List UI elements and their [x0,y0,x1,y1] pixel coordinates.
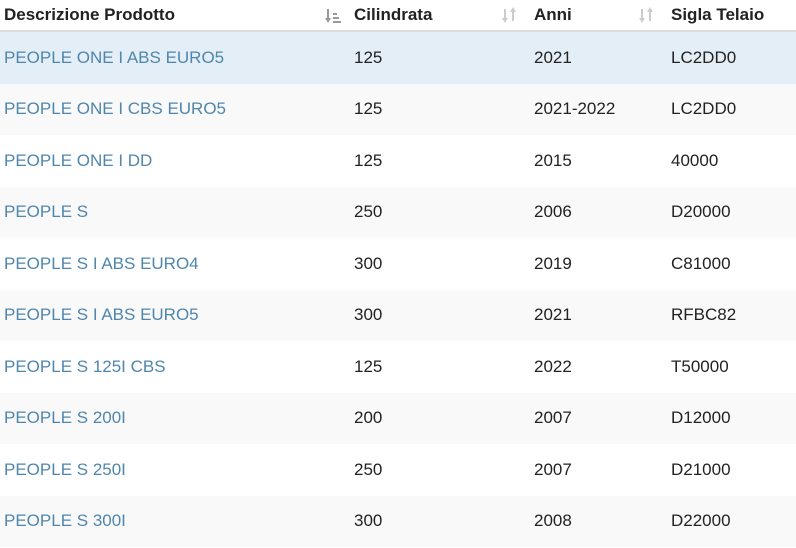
table-row[interactable]: PEOPLE S 200I 200 2007 D12000 [0,392,796,444]
table-row[interactable]: PEOPLE ONE I DD 125 2015 40000 [0,135,796,187]
table-row[interactable]: PEOPLE S 300I 300 2008 D22000 [0,495,796,547]
displacement-cell: 125 [354,99,383,119]
frame-code-cell: LC2DD0 [671,47,737,67]
column-header-frame-code[interactable]: Sigla Telaio [663,0,796,30]
table-body: PEOPLE ONE I ABS EURO5 125 2021 LC2DD0 PEOPL… [0,32,796,547]
frame-code-cell: RFBC82 [671,305,737,325]
table-header: Descrizione Prodotto Cilindrata Anni Sig… [0,0,796,32]
product-description-link[interactable]: PEOPLE S 300I [4,511,126,531]
column-header-years[interactable]: Anni [526,0,663,30]
years-cell: 2021 [534,305,572,325]
product-description-link[interactable]: PEOPLE S 200I [4,408,126,428]
table-row[interactable]: PEOPLE S 125I CBS 125 2022 T50000 [0,341,796,393]
column-header-years-label: Anni [534,5,572,24]
displacement-cell: 300 [354,511,383,531]
product-description-link[interactable]: PEOPLE S I ABS EURO4 [4,253,199,273]
column-header-displacement[interactable]: Cilindrata [346,0,526,30]
frame-code-cell: D22000 [671,511,731,531]
years-cell: 2007 [534,459,572,479]
years-cell: 2021 [534,47,572,67]
years-cell: 2021-2022 [534,99,616,119]
years-cell: 2019 [534,253,572,273]
product-description-link[interactable]: PEOPLE S [4,202,89,222]
displacement-cell: 250 [354,202,383,222]
table-row[interactable]: PEOPLE ONE I CBS EURO5 125 2021-2022 LC2DD0 [0,83,796,135]
product-description-link[interactable]: PEOPLE ONE I CBS EURO5 [4,99,227,119]
table-row[interactable]: PEOPLE S I ABS EURO5 300 2021 RFBC82 [0,289,796,341]
frame-code-cell: T50000 [671,356,729,376]
displacement-cell: 250 [354,459,383,479]
frame-code-cell: 40000 [671,150,719,170]
displacement-cell: 125 [354,47,383,67]
frame-code-cell: LC2DD0 [671,99,737,119]
product-description-link[interactable]: PEOPLE ONE I DD [4,150,153,170]
product-description-link[interactable]: PEOPLE S I ABS EURO5 [4,305,199,325]
displacement-cell: 125 [354,356,383,376]
product-description-link[interactable]: PEOPLE ONE I ABS EURO5 [4,47,225,67]
years-cell: 2015 [534,150,572,170]
years-cell: 2008 [534,511,572,531]
column-header-description-label: Descrizione Prodotto [4,5,175,24]
sort-both-icon[interactable] [637,5,655,23]
table-row[interactable]: PEOPLE S 250I 250 2007 D21000 [0,444,796,496]
displacement-cell: 300 [354,305,383,325]
column-header-description[interactable]: Descrizione Prodotto [0,0,346,30]
table-row[interactable]: PEOPLE S 250 2006 D20000 [0,186,796,238]
product-description-link[interactable]: PEOPLE S 125I CBS [4,356,166,376]
frame-code-cell: D21000 [671,459,731,479]
years-cell: 2007 [534,408,572,428]
product-description-link[interactable]: PEOPLE S 250I [4,459,126,479]
sort-both-icon[interactable] [500,5,518,23]
displacement-cell: 125 [354,150,383,170]
sort-amount-down-icon[interactable] [324,5,342,23]
table-row[interactable]: PEOPLE ONE I ABS EURO5 125 2021 LC2DD0 [0,32,796,84]
displacement-cell: 300 [354,253,383,273]
frame-code-cell: D12000 [671,408,731,428]
years-cell: 2006 [534,202,572,222]
frame-code-cell: D20000 [671,202,731,222]
table-row[interactable]: PEOPLE S I ABS EURO4 300 2019 C81000 [0,238,796,290]
column-header-displacement-label: Cilindrata [354,5,433,24]
years-cell: 2022 [534,356,572,376]
column-header-frame-code-label: Sigla Telaio [671,5,765,24]
frame-code-cell: C81000 [671,253,731,273]
displacement-cell: 200 [354,408,383,428]
